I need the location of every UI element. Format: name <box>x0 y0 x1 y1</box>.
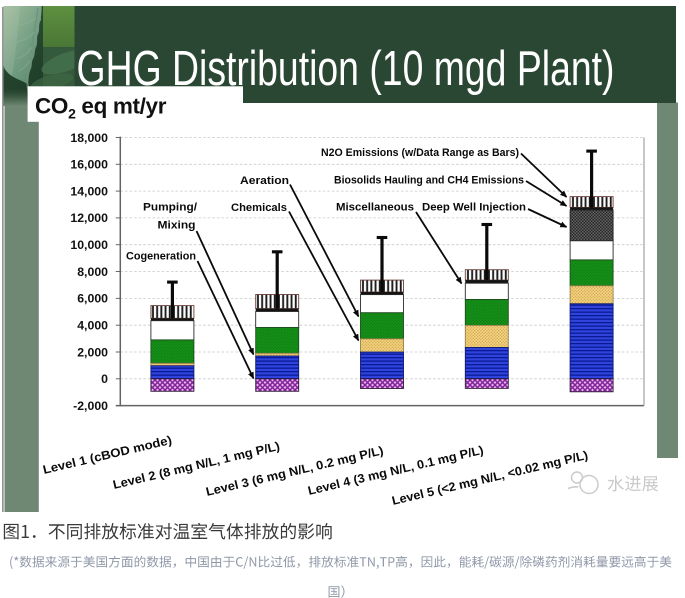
svg-text:0: 0 <box>101 372 108 386</box>
svg-text:14,000: 14,000 <box>70 184 108 198</box>
svg-text:Deep Well Injection: Deep Well Injection <box>422 202 526 214</box>
svg-text:Aeration: Aeration <box>240 175 289 187</box>
svg-text:Miscellaneous: Miscellaneous <box>336 202 414 214</box>
svg-text:4,000: 4,000 <box>77 319 108 333</box>
svg-text:CO2 eq mt/yr: CO2 eq mt/yr <box>35 94 167 122</box>
svg-text:10,000: 10,000 <box>70 238 108 252</box>
svg-text:Biosolids Hauling and CH4 Emis: Biosolids Hauling and CH4 Emissions <box>334 175 524 187</box>
svg-text:Mixing: Mixing <box>158 220 196 232</box>
svg-text:8,000: 8,000 <box>77 265 108 279</box>
svg-text:Cogeneration: Cogeneration <box>126 251 196 263</box>
svg-text:16,000: 16,000 <box>70 158 108 172</box>
svg-text:Pumping/: Pumping/ <box>143 202 198 214</box>
svg-text:12,000: 12,000 <box>70 211 108 225</box>
svg-text:6,000: 6,000 <box>77 292 108 306</box>
svg-text:N2O Emissions (w/Data Range as: N2O Emissions (w/Data Range as Bars) <box>321 147 519 159</box>
svg-text:-2,000: -2,000 <box>73 399 108 413</box>
svg-text:18,000: 18,000 <box>70 131 108 145</box>
svg-text:2,000: 2,000 <box>77 345 108 359</box>
svg-text:Chemicals: Chemicals <box>231 202 287 214</box>
